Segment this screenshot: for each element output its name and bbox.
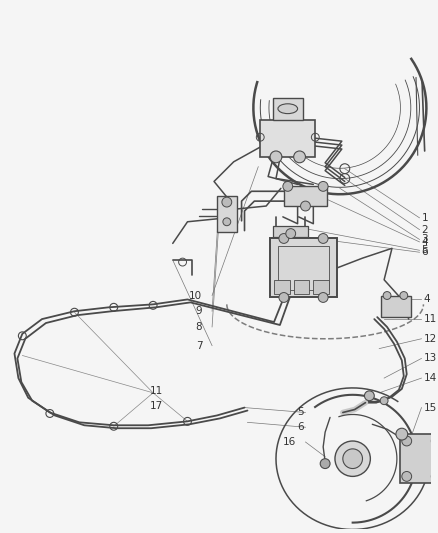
Text: 8: 8 [196, 322, 202, 332]
Circle shape [279, 233, 289, 244]
Bar [260, 119, 315, 157]
Text: 1: 1 [421, 213, 428, 223]
Bar [274, 280, 290, 294]
Text: 4: 4 [424, 294, 430, 304]
Circle shape [335, 441, 371, 477]
Text: 5: 5 [421, 245, 428, 255]
Text: 7: 7 [196, 341, 202, 351]
Text: 6: 6 [297, 422, 304, 432]
Circle shape [396, 428, 408, 440]
Circle shape [343, 449, 363, 469]
Circle shape [383, 292, 391, 300]
Circle shape [300, 201, 311, 211]
Text: 11: 11 [424, 314, 437, 324]
Circle shape [318, 293, 328, 302]
Circle shape [223, 218, 231, 225]
Bar [273, 225, 308, 238]
Text: 12: 12 [424, 334, 437, 344]
Circle shape [364, 391, 374, 401]
Circle shape [318, 181, 328, 191]
Bar [400, 434, 438, 483]
Text: 11: 11 [150, 386, 163, 396]
Circle shape [380, 397, 388, 405]
Text: 10: 10 [189, 290, 202, 301]
Bar [270, 238, 337, 297]
Text: 5: 5 [297, 408, 304, 417]
Bar [284, 187, 327, 206]
Circle shape [279, 293, 289, 302]
Circle shape [222, 197, 232, 207]
Text: 13: 13 [424, 353, 437, 364]
Text: 17: 17 [150, 401, 163, 410]
Text: 6: 6 [421, 247, 428, 257]
Bar [381, 295, 411, 317]
Bar [273, 98, 303, 119]
Circle shape [402, 436, 412, 446]
Circle shape [320, 459, 330, 469]
Circle shape [293, 151, 305, 163]
Text: 4: 4 [421, 237, 428, 247]
Text: 9: 9 [196, 306, 202, 316]
Text: 14: 14 [424, 373, 437, 383]
Circle shape [431, 472, 438, 481]
Text: 15: 15 [424, 402, 437, 413]
Text: 16: 16 [283, 437, 296, 447]
Text: 2: 2 [421, 224, 428, 235]
Circle shape [270, 151, 282, 163]
Circle shape [400, 292, 408, 300]
Bar [313, 280, 329, 294]
Bar [278, 246, 329, 289]
Circle shape [402, 472, 412, 481]
Circle shape [286, 229, 296, 238]
Circle shape [283, 181, 293, 191]
Bar [293, 280, 309, 294]
Ellipse shape [278, 104, 297, 114]
Text: 3: 3 [421, 235, 428, 245]
Bar [217, 196, 237, 232]
Circle shape [431, 436, 438, 446]
Circle shape [318, 233, 328, 244]
